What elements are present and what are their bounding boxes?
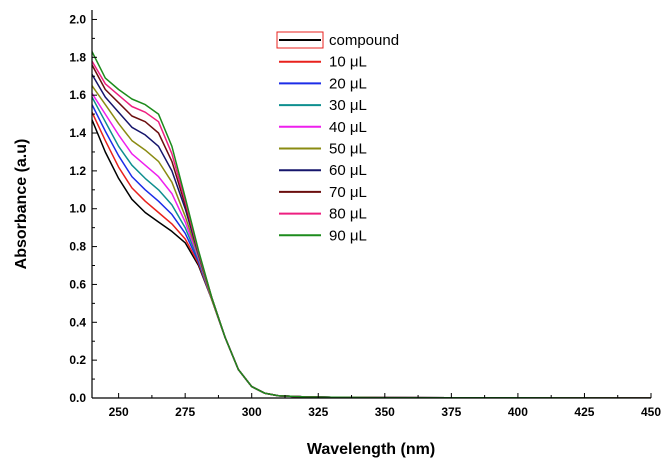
series-line-1 <box>92 111 651 398</box>
y-tick-label: 0.4 <box>69 315 86 329</box>
legend-label-6: 60 μL <box>329 162 367 179</box>
y-tick-label: 1.8 <box>69 50 86 64</box>
legend-label-0: compound <box>329 32 399 49</box>
x-tick-label: 275 <box>175 405 195 419</box>
legend-label-9: 90 μL <box>329 227 367 244</box>
legend-label-8: 80 μL <box>329 206 367 223</box>
legend-label-5: 50 μL <box>329 141 367 158</box>
series-line-9 <box>92 51 651 398</box>
y-tick-label: 0.0 <box>69 391 86 405</box>
legend-label-2: 20 μL <box>329 75 367 92</box>
series-line-2 <box>92 104 651 398</box>
y-tick-label: 0.6 <box>69 277 86 291</box>
legend-label-7: 70 μL <box>329 184 367 201</box>
y-tick-label: 0.2 <box>69 353 86 367</box>
y-tick-label: 1.6 <box>69 88 86 102</box>
legend-label-4: 40 μL <box>329 119 367 136</box>
y-tick-label: 1.2 <box>69 164 86 178</box>
x-tick-label: 400 <box>508 405 528 419</box>
series-line-7 <box>92 64 651 398</box>
x-tick-label: 350 <box>375 405 395 419</box>
y-tick-label: 1.0 <box>69 202 86 216</box>
legend-label-3: 30 μL <box>329 97 367 114</box>
x-tick-label: 250 <box>109 405 129 419</box>
x-tick-label: 425 <box>574 405 594 419</box>
series-line-5 <box>92 85 651 398</box>
series-line-3 <box>92 96 651 398</box>
axes-layer: 0.0 0.2 0.4 0.6 0.8 1.0 1.2 1.4 1.6 1.8 2.0 250 275 3… <box>69 10 661 419</box>
x-axis-title: Wavelength (nm) <box>307 441 435 458</box>
x-tick-label: 300 <box>242 405 262 419</box>
x-tick-label: 450 <box>641 405 661 419</box>
legend: compound 10 μL 20 μL 30 μL 40 μL 50 μL 60 μL 70… <box>276 31 399 244</box>
series-line-6 <box>92 74 651 398</box>
x-tick-label: 375 <box>441 405 461 419</box>
x-tick-label: 325 <box>308 405 328 419</box>
series-line-8 <box>92 60 651 398</box>
series-layer <box>92 51 651 398</box>
y-tick-label: 1.4 <box>69 126 86 140</box>
legend-highlight-box <box>276 31 324 49</box>
y-tick-label: 0.8 <box>69 240 86 254</box>
y-tick-label: 2.0 <box>69 12 86 26</box>
series-line-4 <box>92 92 651 398</box>
y-axis-title: Absorbance (a.u) <box>13 139 30 270</box>
legend-label-1: 10 μL <box>329 54 367 71</box>
